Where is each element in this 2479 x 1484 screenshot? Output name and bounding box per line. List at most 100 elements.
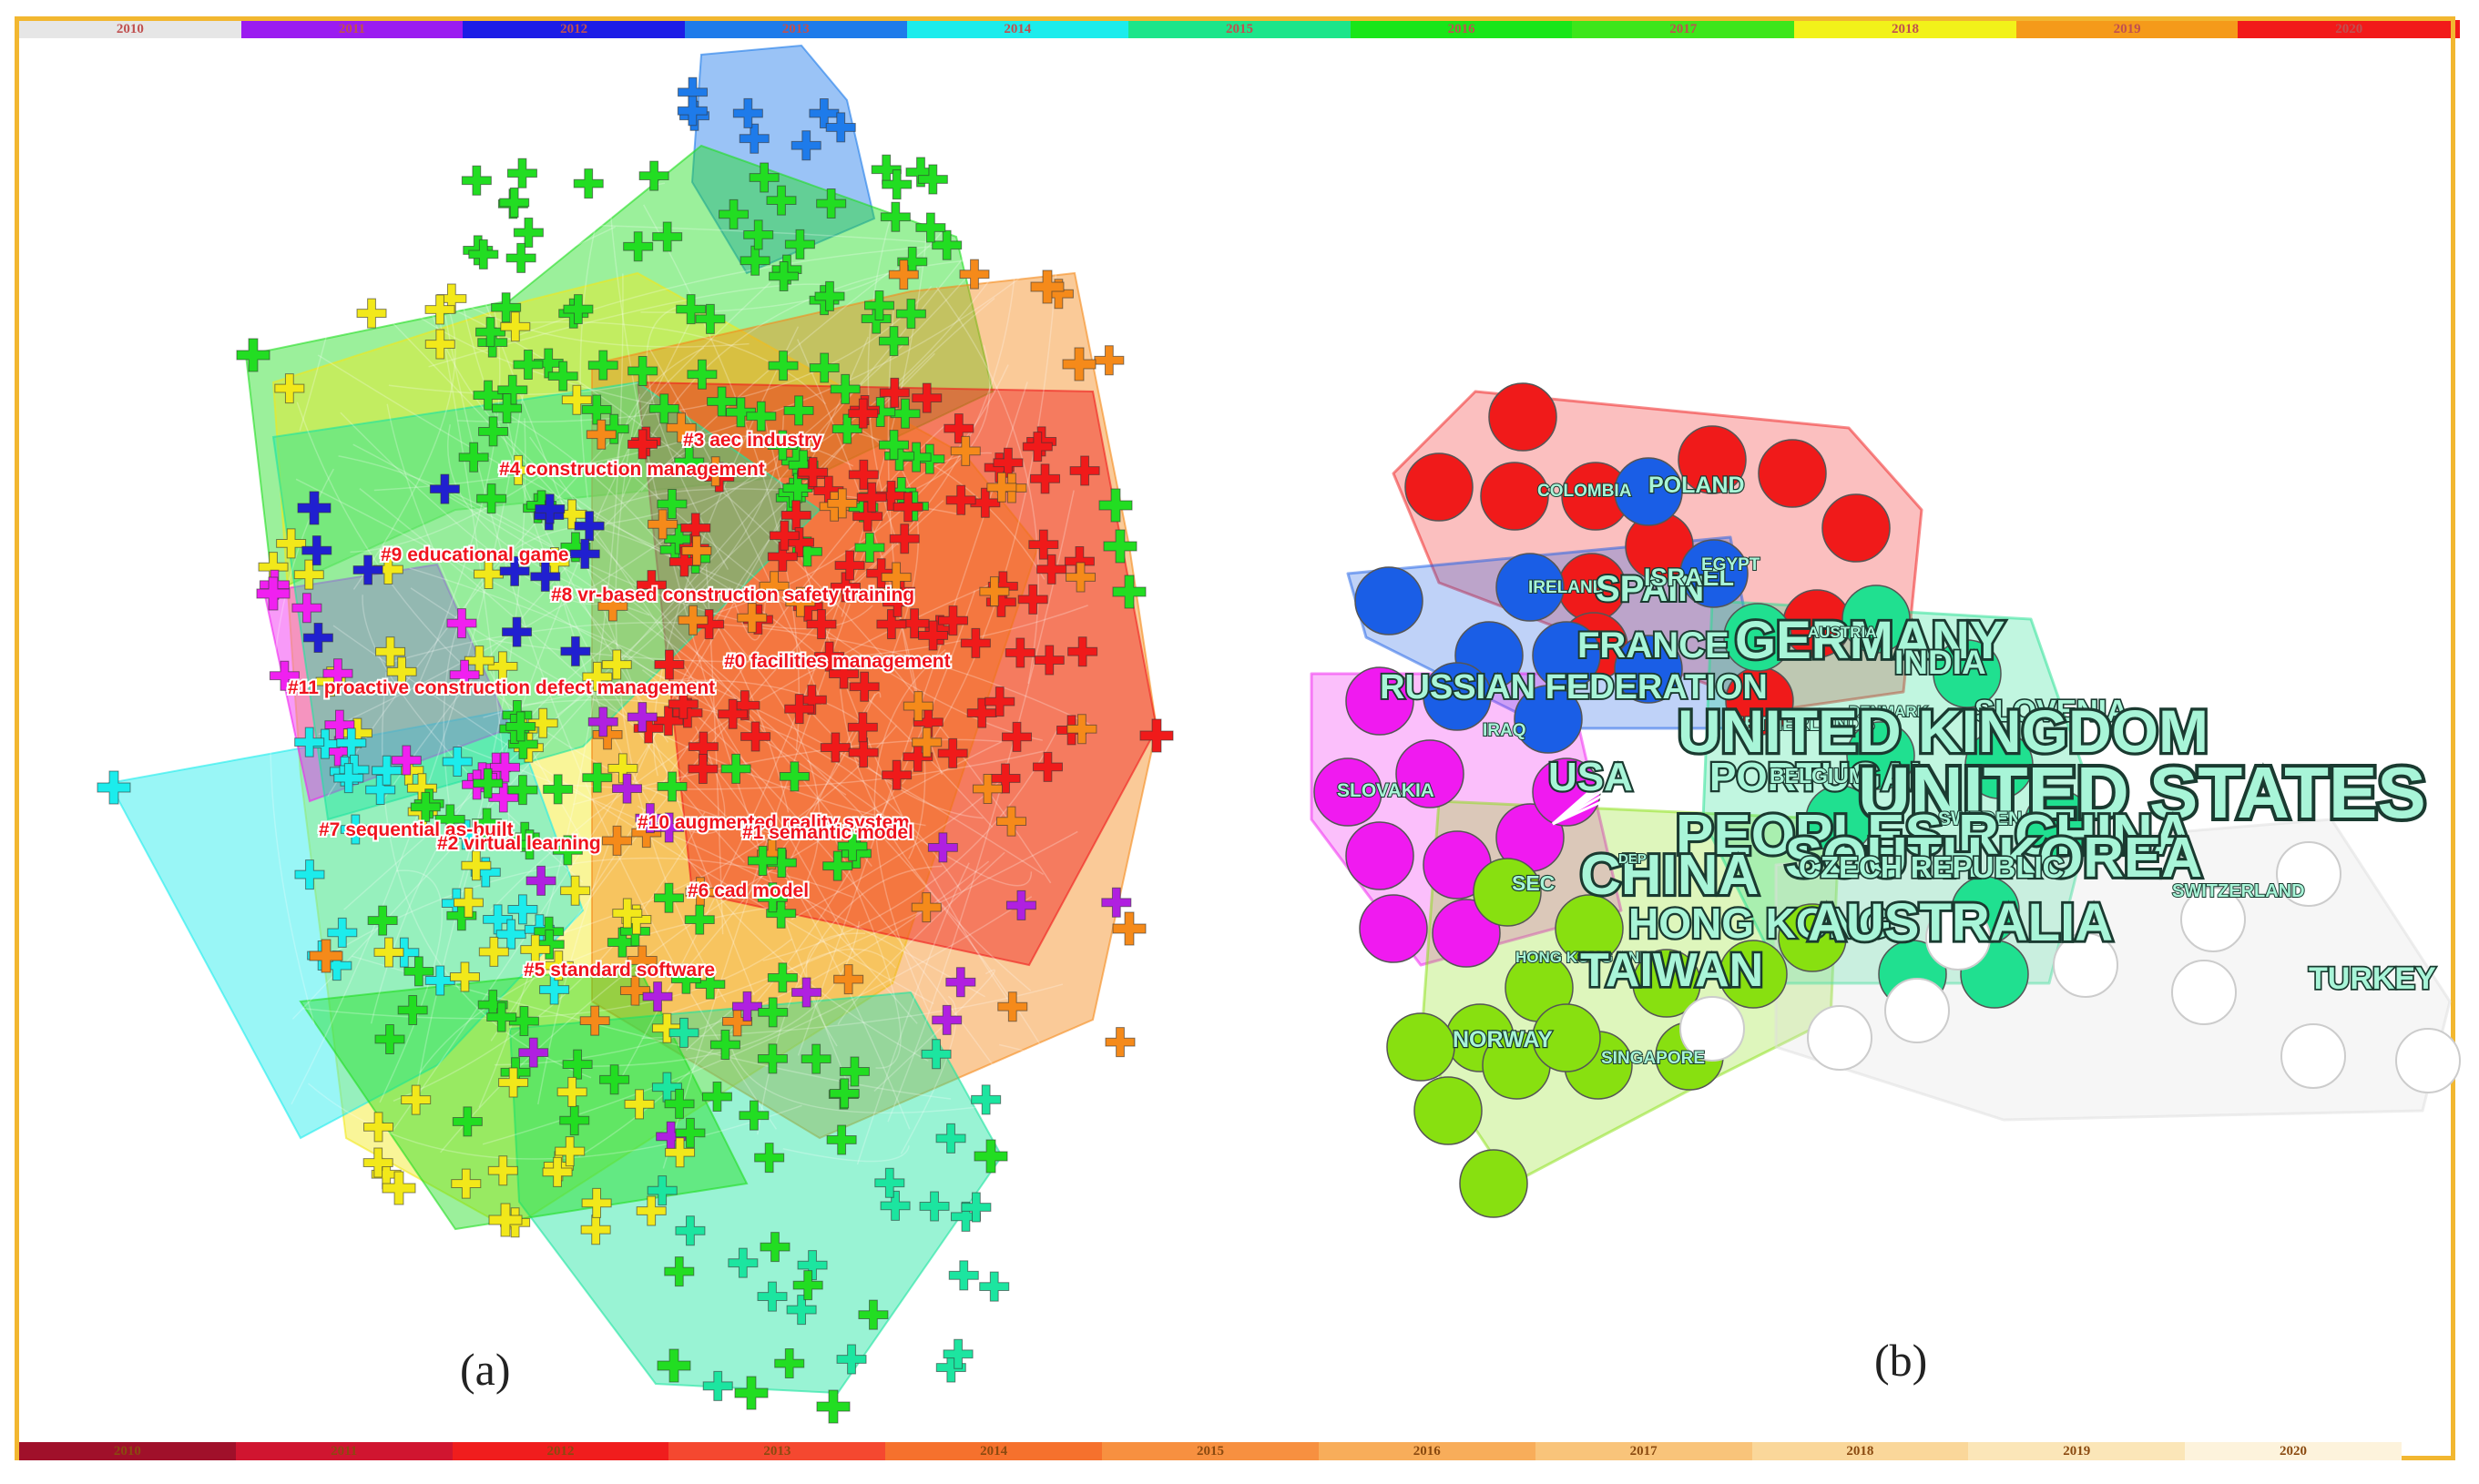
top-bar-segment-2014: 2014 [906, 20, 1129, 38]
node-cross [678, 605, 709, 635]
country-label-15: UNITED KINGDOM [1678, 697, 2209, 765]
country-label-33: TURKEY [2309, 961, 2436, 996]
node-cross [884, 441, 915, 472]
node-cross [731, 991, 762, 1022]
country-node [1345, 821, 1414, 890]
country-label-28: SWITZERLAND [2172, 881, 2305, 901]
top-timeline-bar: 2010 2011 2012 2013 2014 2015 2016 2017 2018 2019… [19, 20, 2461, 38]
node-cross [1105, 1027, 1136, 1058]
node-cross [489, 752, 520, 783]
country-node [1678, 425, 1747, 494]
node-cross [903, 691, 933, 722]
node-cross [985, 586, 1016, 617]
node-cross [732, 97, 763, 128]
country-label-14: SLOVENIA [1974, 694, 2128, 727]
node-cross [779, 761, 810, 792]
node-cross [1032, 751, 1063, 782]
cluster-label-0: #3 aec industry [683, 430, 822, 451]
node-cross [882, 759, 913, 790]
network-edge [887, 490, 1075, 1123]
country-node [1495, 553, 1565, 622]
node-cross [542, 1156, 573, 1187]
node-cross [362, 1147, 393, 1178]
bottom-bar-segment-2010: 2010 [19, 1442, 236, 1460]
node-cross [552, 835, 583, 866]
node-cross [627, 429, 658, 460]
node-cross [945, 967, 976, 998]
node-cross [543, 950, 574, 981]
node-cross [833, 964, 864, 995]
country-node [1313, 757, 1382, 827]
node-cross [767, 430, 798, 461]
node-cross [293, 559, 324, 590]
node-cross [979, 1271, 1010, 1302]
node-cross [461, 165, 492, 196]
top-bar-segment-2011: 2011 [240, 20, 464, 38]
network-edge [450, 493, 873, 630]
node-cross [739, 1100, 770, 1131]
node-crosses [97, 76, 1174, 1424]
country-node [2171, 960, 2237, 1025]
country-node [2180, 887, 2246, 952]
node-cross [816, 188, 847, 219]
cluster-hull-1 [244, 144, 995, 594]
country-label-9: INDIA [1894, 644, 1986, 681]
node-cross [1069, 455, 1100, 486]
node-cross [1098, 488, 1133, 523]
country-node [1884, 978, 1950, 1043]
network-edge [359, 488, 918, 1024]
node-cross [1017, 584, 1048, 615]
network-edge [299, 183, 354, 432]
country-node [1933, 639, 2002, 708]
node-cross [373, 937, 404, 968]
node-cross [816, 1389, 851, 1424]
node-cross [959, 259, 990, 290]
node-cross [555, 1136, 586, 1167]
network-edge [509, 320, 826, 405]
node-cross [340, 814, 371, 845]
bottom-bar-segment-2018: 2018 [1751, 1442, 1969, 1460]
node-cross [607, 927, 638, 958]
node-cross [960, 627, 991, 658]
node-cross [798, 457, 829, 488]
network-edge [400, 226, 616, 301]
network-edge [394, 622, 1090, 726]
node-cross [410, 791, 441, 822]
network-edge [603, 529, 994, 828]
node-cross [760, 1232, 791, 1263]
node-cross [424, 329, 455, 360]
node-cross [921, 1039, 952, 1070]
country-node [1488, 382, 1557, 452]
country-node [1723, 603, 1792, 672]
node-cross [878, 326, 909, 357]
node-cross [401, 1084, 432, 1115]
network-edge [327, 281, 771, 797]
node-cross [434, 804, 465, 835]
node-cross [856, 482, 887, 513]
bottom-bar-segment-2020: 2020 [2185, 1442, 2402, 1460]
node-cross [839, 1056, 870, 1087]
node-cross [919, 1191, 950, 1222]
node-cross [917, 164, 948, 195]
node-cross [948, 1260, 979, 1291]
node-cross [478, 416, 509, 447]
node-cross [269, 660, 300, 691]
network-edge [383, 269, 893, 800]
country-node [1679, 996, 1745, 1062]
node-cross [513, 217, 544, 248]
country-label-18: PORTUGAL [1709, 755, 1934, 799]
network-edge [573, 738, 1003, 806]
node-cross [636, 570, 667, 601]
node-cross [757, 839, 788, 869]
node-cross [830, 373, 861, 404]
node-cross [648, 509, 678, 540]
country-label-8: AUSTRIA [1808, 624, 1877, 641]
cluster-label-7: #10 augmented reality system [638, 812, 910, 833]
node-cross [792, 1270, 823, 1301]
top-bar-segment-2016: 2016 [1350, 20, 1573, 38]
node-cross [386, 656, 417, 687]
cluster-hulls [107, 44, 1158, 1395]
node-cross [1066, 562, 1097, 593]
network-edge [393, 811, 706, 1103]
